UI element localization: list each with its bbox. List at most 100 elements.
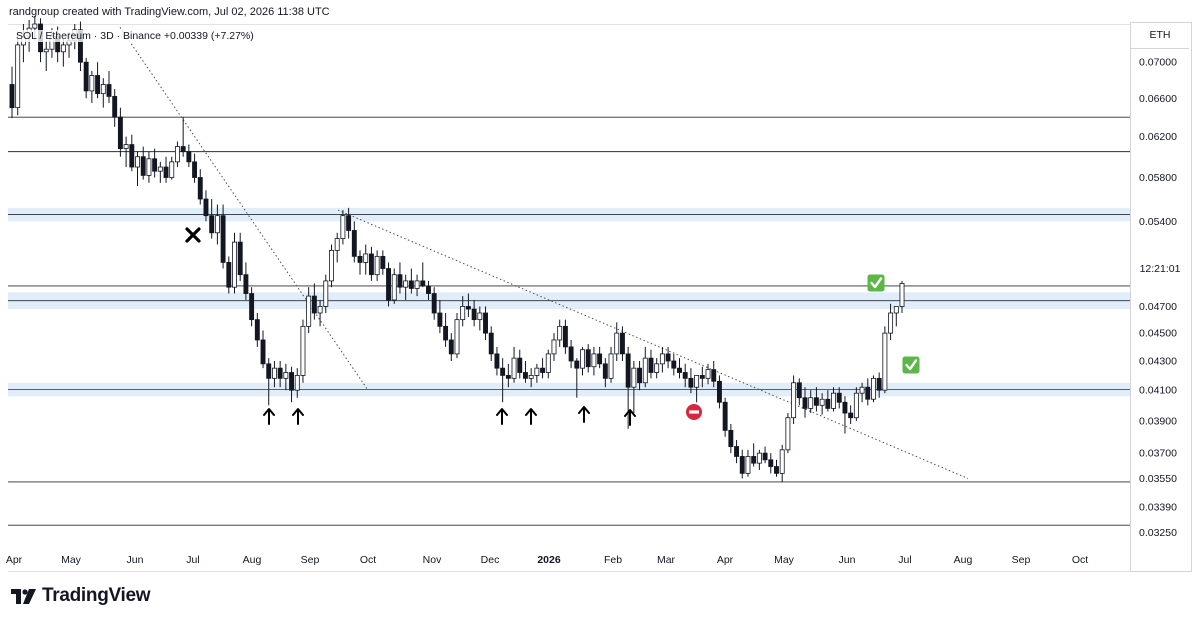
candle xyxy=(711,360,717,388)
candle xyxy=(152,148,158,178)
time-tick-label: Aug xyxy=(243,554,262,566)
candle xyxy=(705,363,711,385)
candle xyxy=(813,387,819,412)
candle xyxy=(100,78,106,108)
candle xyxy=(266,358,272,406)
candle xyxy=(791,375,797,425)
countdown-badge: 12:21:01 xyxy=(1131,258,1189,278)
horizontal-levels xyxy=(8,116,1130,526)
arrow-up-icon xyxy=(624,409,636,426)
candle xyxy=(796,378,802,406)
candle xyxy=(329,244,334,288)
candle xyxy=(825,390,831,412)
candle xyxy=(140,146,146,180)
candle xyxy=(431,287,437,320)
candle xyxy=(363,244,369,275)
candle xyxy=(323,274,329,314)
price-tick-label: 0.03550 xyxy=(1139,473,1177,485)
chart-pane[interactable] xyxy=(8,24,1130,572)
symbol-label: SOL / Ethereum · 3D · Binance xyxy=(16,30,161,42)
annotations xyxy=(185,227,920,426)
time-tick-label: Sep xyxy=(301,554,320,566)
candle xyxy=(694,375,700,403)
candle xyxy=(129,134,135,172)
candle xyxy=(637,360,643,391)
candle xyxy=(380,250,386,275)
candle xyxy=(728,424,734,454)
candle xyxy=(408,268,414,294)
price-tick-label: 0.04700 xyxy=(1139,301,1177,313)
arrow-up-icon xyxy=(578,406,590,423)
currency-label[interactable]: ETH xyxy=(1131,23,1189,49)
candle xyxy=(123,136,129,168)
candle xyxy=(528,368,534,388)
candle xyxy=(614,322,620,361)
candle xyxy=(397,262,403,294)
arrow-up-icon xyxy=(263,408,275,425)
candle xyxy=(260,330,266,369)
price-axis[interactable] xyxy=(1130,22,1192,572)
candle xyxy=(545,349,551,379)
candle xyxy=(317,299,323,327)
arrow-up-icon xyxy=(525,408,537,425)
tradingview-logo[interactable]: TradingView xyxy=(10,585,151,607)
price-tick-label: 0.07000 xyxy=(1139,57,1177,69)
candle xyxy=(226,256,232,294)
candle xyxy=(671,353,677,376)
candle xyxy=(483,306,488,340)
candle xyxy=(836,387,842,409)
price-tick-label: 0.03250 xyxy=(1139,527,1177,539)
candle xyxy=(340,210,346,245)
candle xyxy=(294,368,300,398)
candle xyxy=(562,319,568,354)
candle xyxy=(95,62,101,99)
candle xyxy=(699,366,705,388)
candle xyxy=(648,349,654,379)
price-tick-label: 0.04500 xyxy=(1139,328,1177,340)
candle xyxy=(848,405,854,425)
candle xyxy=(351,221,357,263)
symbol-legend[interactable]: SOL / Ethereum · 3D · Binance +0.00339 (… xyxy=(14,30,256,42)
candle xyxy=(460,296,466,327)
time-tick-label: Oct xyxy=(1072,554,1088,566)
candle xyxy=(403,274,409,300)
candle xyxy=(283,363,289,391)
check-mark-icon xyxy=(867,274,885,292)
candle xyxy=(619,326,625,361)
candle xyxy=(277,360,283,388)
candle xyxy=(357,250,363,275)
candle xyxy=(334,232,340,263)
candle xyxy=(899,280,905,314)
candle xyxy=(254,313,260,347)
candle xyxy=(443,313,449,347)
candle xyxy=(437,299,443,334)
price-tick-label: 0.06200 xyxy=(1139,131,1177,143)
price-axis-ticks: 0.07000 0.06600 0.06200 0.05800 0.05400 0.047… xyxy=(1139,57,1177,539)
candle xyxy=(831,387,836,412)
candle xyxy=(808,390,814,414)
candle xyxy=(871,375,876,403)
trendline-0 xyxy=(119,27,369,391)
candle xyxy=(802,387,808,418)
candle xyxy=(511,346,517,383)
candle xyxy=(540,358,546,379)
candle xyxy=(580,346,585,376)
trendlines xyxy=(119,27,969,479)
candle xyxy=(631,360,637,414)
candle xyxy=(893,306,899,327)
candle xyxy=(300,319,306,383)
symbol-change: +0.00339 (+7.27%) xyxy=(163,30,254,42)
candle xyxy=(785,413,791,454)
candle xyxy=(774,459,779,477)
check-mark-icon xyxy=(902,356,920,374)
candle xyxy=(289,366,295,403)
candle xyxy=(465,293,471,317)
price-tick-label: 0.05800 xyxy=(1139,172,1177,184)
time-tick-label: May xyxy=(774,554,795,566)
candle xyxy=(654,358,660,379)
time-tick-label: Apr xyxy=(717,554,734,566)
candle xyxy=(568,339,574,369)
candle xyxy=(135,151,140,187)
candle xyxy=(517,349,523,379)
